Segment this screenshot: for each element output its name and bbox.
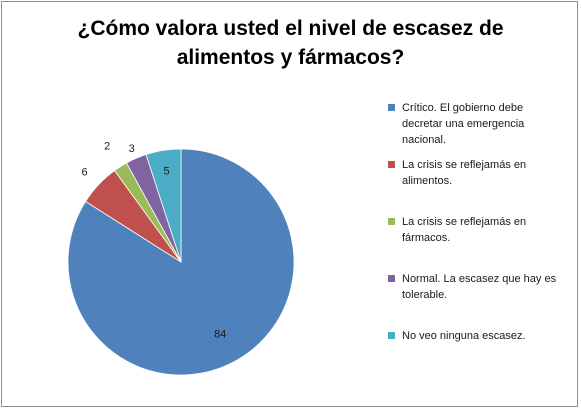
legend-label-alimentos: La crisis se reflejamás en alimentos. — [402, 159, 527, 187]
legend-label-normal: Normal. La escasez que hay es tolerable. — [402, 273, 557, 301]
legend-swatch-alimentos — [388, 161, 395, 168]
legend-label-ninguna: No veo ninguna escasez. — [402, 330, 526, 342]
legend-swatch-farmacos — [388, 218, 395, 225]
pie-data-labels: 84 6 2 3 5 — [82, 141, 227, 341]
data-label-critico: 84 — [214, 328, 226, 340]
legend-swatch-normal — [388, 275, 395, 282]
legend-label-critico: Crítico. El gobierno debe decretar una e… — [402, 102, 525, 146]
chart-title: ¿Cómo valora usted el nivel de escasez d… — [0, 14, 581, 72]
legend-label-farmacos: La crisis se reflejamás en fármacos. — [402, 216, 527, 244]
legend-swatch-ninguna — [388, 332, 395, 339]
data-label-alimentos: 6 — [82, 166, 88, 178]
chart-title-line-2: alimentos y fármacos? — [176, 46, 405, 69]
chart-title-line-1: ¿Cómo valora usted el nivel de escasez d… — [77, 17, 504, 40]
legend-swatch-critico — [388, 104, 395, 111]
pie-slices — [67, 148, 295, 376]
pie-slice-ninguna — [145, 148, 182, 263]
data-label-farmacos: 2 — [104, 141, 110, 153]
data-label-normal: 3 — [129, 143, 135, 155]
data-label-ninguna: 5 — [163, 165, 169, 177]
